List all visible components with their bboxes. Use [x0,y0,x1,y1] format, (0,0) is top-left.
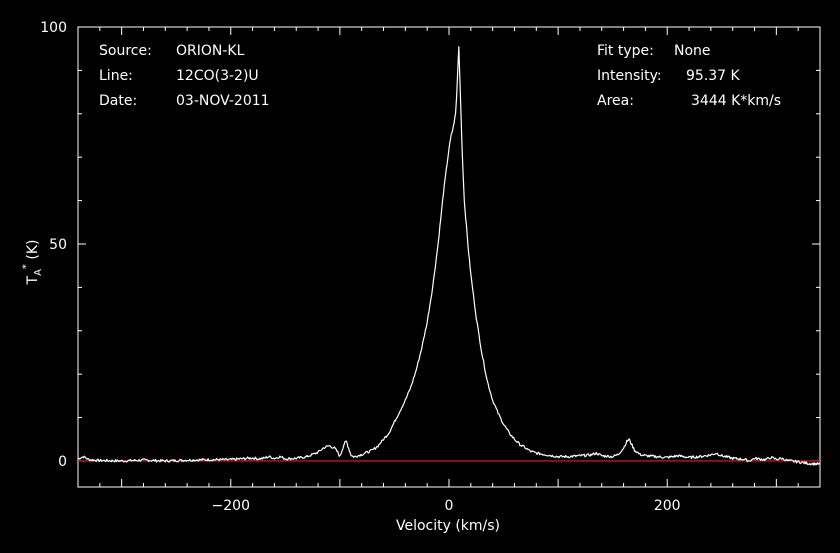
data-layer [77,46,821,466]
line-value: 12CO(3-2)U [176,68,259,84]
intensity-value: 95.37 K [686,68,741,84]
date-label: Date: [99,93,137,109]
y-axis-title-sub: A [33,269,44,276]
x-tick-label: 0 [445,498,454,514]
fit-type-value: None [674,43,711,59]
y-axis-title-unit: (K) [25,240,41,265]
date-value: 03-NOV-2011 [176,93,270,109]
x-tick-label: −200 [212,498,250,514]
y-tick-label: 0 [58,454,67,470]
spectrum-line [77,46,821,466]
y-axis-title: TA* (K) [21,240,44,286]
fit-type-label: Fit type: [597,43,654,59]
area-value: 3444 K*km/s [691,93,781,109]
line-label: Line: [99,68,133,84]
y-tick-label: 50 [49,237,67,253]
x-tick-label: 200 [654,498,681,514]
y-tick-label: 100 [40,20,67,36]
y-axis-title-sup: * [21,264,32,269]
source-value: ORION-KL [176,43,245,59]
area-label: Area: [597,93,634,109]
y-axis-title-main: T [25,275,41,285]
source-label: Source: [99,43,152,59]
axes: −200 0 200 0 50 100 [40,20,821,514]
intensity-label: Intensity: [597,68,662,84]
x-axis-title: Velocity (km/s) [396,518,500,534]
